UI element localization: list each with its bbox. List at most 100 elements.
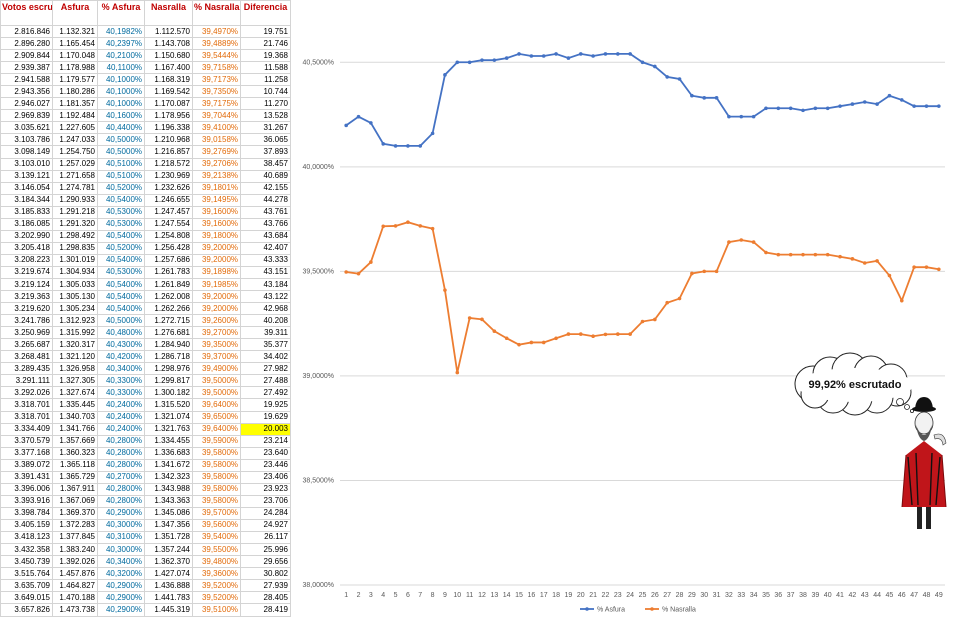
table-cell[interactable]: 39,7158% bbox=[192, 61, 241, 75]
table-cell[interactable]: 40,3200% bbox=[97, 567, 145, 581]
table-cell[interactable]: 40,3300% bbox=[97, 386, 145, 400]
table-cell[interactable]: 40,4300% bbox=[97, 338, 145, 352]
table-cell[interactable]: 2.946.027 bbox=[0, 97, 53, 111]
table-cell[interactable]: 1.315.520 bbox=[144, 398, 193, 412]
table-cell[interactable]: 23.923 bbox=[240, 482, 291, 496]
table-cell[interactable]: 39,0158% bbox=[192, 133, 241, 147]
table-cell[interactable]: 3.186.085 bbox=[0, 217, 53, 231]
table-cell[interactable]: 30.802 bbox=[240, 567, 291, 581]
table-cell[interactable]: 1.436.888 bbox=[144, 579, 193, 593]
table-cell[interactable]: 39,2600% bbox=[192, 314, 241, 328]
table-cell[interactable]: 42.407 bbox=[240, 241, 291, 255]
table-cell[interactable]: 40,2900% bbox=[97, 506, 145, 520]
table-cell[interactable]: 40,3400% bbox=[97, 555, 145, 569]
table-cell[interactable]: 2.939.387 bbox=[0, 61, 53, 75]
table-cell[interactable]: 43.333 bbox=[240, 253, 291, 267]
table-cell[interactable]: 1.341.672 bbox=[144, 458, 193, 472]
table-cell[interactable]: 40,2800% bbox=[97, 458, 145, 472]
table-cell[interactable]: 39,5800% bbox=[192, 446, 241, 460]
table-cell[interactable]: 1.427.074 bbox=[144, 567, 193, 581]
table-cell[interactable]: 40,2900% bbox=[97, 603, 145, 617]
table-cell[interactable]: 1.300.182 bbox=[144, 386, 193, 400]
table-cell[interactable]: 40,5300% bbox=[97, 205, 145, 219]
table-cell[interactable]: 3.389.072 bbox=[0, 458, 53, 472]
table-cell[interactable]: 3.265.687 bbox=[0, 338, 53, 352]
table-cell[interactable]: 39,5400% bbox=[192, 530, 241, 545]
table-cell[interactable]: 2.816.846 bbox=[0, 24, 53, 39]
table-cell[interactable]: 28.419 bbox=[240, 603, 291, 617]
table-cell[interactable]: 3.432.358 bbox=[0, 543, 53, 557]
table-cell[interactable]: 1.247.033 bbox=[52, 133, 98, 147]
table-cell[interactable]: 3.370.579 bbox=[0, 434, 53, 448]
table-cell[interactable]: 35.377 bbox=[240, 338, 291, 352]
table-cell[interactable]: 19.925 bbox=[240, 398, 291, 412]
header-nasralla[interactable]: Nasralla bbox=[144, 0, 193, 26]
table-cell[interactable]: 40,4400% bbox=[97, 121, 145, 135]
table-cell[interactable]: 39,6400% bbox=[192, 398, 241, 412]
table-cell[interactable]: 39,5600% bbox=[192, 518, 241, 532]
table-cell[interactable]: 11.258 bbox=[240, 73, 291, 87]
table-cell[interactable]: 40,4200% bbox=[97, 350, 145, 364]
table-cell[interactable]: 36.065 bbox=[240, 133, 291, 147]
table-cell[interactable]: 39,3700% bbox=[192, 350, 241, 364]
table-cell[interactable]: 1.284.940 bbox=[144, 338, 193, 352]
table-cell[interactable]: 40,3000% bbox=[97, 518, 145, 532]
table-cell[interactable]: 39,3500% bbox=[192, 338, 241, 352]
table-cell[interactable]: 40,5200% bbox=[97, 181, 145, 195]
table-cell[interactable]: 1.178.956 bbox=[144, 109, 193, 123]
table-cell[interactable]: 39,1800% bbox=[192, 229, 241, 243]
table-cell[interactable]: 40,5400% bbox=[97, 229, 145, 243]
table-cell[interactable]: 3.391.431 bbox=[0, 470, 53, 484]
table-cell[interactable]: 3.292.026 bbox=[0, 386, 53, 400]
table-cell[interactable]: 3.103.786 bbox=[0, 133, 53, 147]
table-cell[interactable]: 1.232.626 bbox=[144, 181, 193, 195]
table-cell[interactable]: 1.298.976 bbox=[144, 362, 193, 376]
table-cell[interactable]: 3.205.418 bbox=[0, 241, 53, 255]
table-cell[interactable]: 40,3000% bbox=[97, 543, 145, 557]
table-cell[interactable]: 1.290.933 bbox=[52, 193, 98, 207]
table-cell[interactable]: 26.117 bbox=[240, 530, 291, 545]
table-cell[interactable]: 39,7350% bbox=[192, 85, 241, 99]
table-cell[interactable]: 1.254.750 bbox=[52, 145, 98, 159]
table-cell[interactable]: 1.392.026 bbox=[52, 555, 98, 569]
table-cell[interactable]: 39,6500% bbox=[192, 410, 241, 424]
table-cell[interactable]: 40,2700% bbox=[97, 470, 145, 484]
table-cell[interactable]: 2.909.844 bbox=[0, 49, 53, 63]
table-cell[interactable]: 42.968 bbox=[240, 302, 291, 316]
table-cell[interactable]: 40,1600% bbox=[97, 109, 145, 123]
table-cell[interactable]: 1.445.319 bbox=[144, 603, 193, 617]
table-cell[interactable]: 40.689 bbox=[240, 169, 291, 183]
table-cell[interactable]: 40,2800% bbox=[97, 446, 145, 460]
table-cell[interactable]: 3.657.826 bbox=[0, 603, 53, 617]
table-cell[interactable]: 39,2138% bbox=[192, 169, 241, 183]
table-cell[interactable]: 13.528 bbox=[240, 109, 291, 123]
table-cell[interactable]: 1.326.958 bbox=[52, 362, 98, 376]
table-cell[interactable]: 1.457.876 bbox=[52, 567, 98, 581]
table-cell[interactable]: 40,2800% bbox=[97, 434, 145, 448]
table-cell[interactable]: 39,4900% bbox=[192, 362, 241, 376]
table-cell[interactable]: 1.305.033 bbox=[52, 277, 98, 292]
table-cell[interactable]: 1.143.708 bbox=[144, 37, 193, 51]
table-cell[interactable]: 1.334.455 bbox=[144, 434, 193, 448]
table-cell[interactable]: 1.321.074 bbox=[144, 410, 193, 424]
table-cell[interactable]: 3.241.786 bbox=[0, 314, 53, 328]
table-cell[interactable]: 27.982 bbox=[240, 362, 291, 376]
table-cell[interactable]: 1.369.370 bbox=[52, 506, 98, 520]
table-cell[interactable]: 40,5400% bbox=[97, 193, 145, 207]
table-cell[interactable]: 39,7175% bbox=[192, 97, 241, 111]
table-cell[interactable]: 1.341.766 bbox=[52, 422, 98, 436]
table-cell[interactable]: 1.343.363 bbox=[144, 494, 193, 508]
table-cell[interactable]: 1.216.857 bbox=[144, 145, 193, 159]
table-cell[interactable]: 1.165.454 bbox=[52, 37, 98, 51]
table-cell[interactable]: 39,4889% bbox=[192, 37, 241, 51]
table-cell[interactable]: 43.766 bbox=[240, 217, 291, 231]
table-cell[interactable]: 3.398.784 bbox=[0, 506, 53, 520]
table-cell[interactable]: 39,7173% bbox=[192, 73, 241, 87]
table-cell[interactable]: 1.298.835 bbox=[52, 241, 98, 255]
table-cell[interactable]: 39,4970% bbox=[192, 24, 241, 39]
table-cell[interactable]: 1.347.356 bbox=[144, 518, 193, 532]
table-cell[interactable]: 1.276.681 bbox=[144, 326, 193, 340]
table-cell[interactable]: 1.192.484 bbox=[52, 109, 98, 123]
table-cell[interactable]: 3.219.620 bbox=[0, 302, 53, 316]
table-cell[interactable]: 1.178.988 bbox=[52, 61, 98, 75]
